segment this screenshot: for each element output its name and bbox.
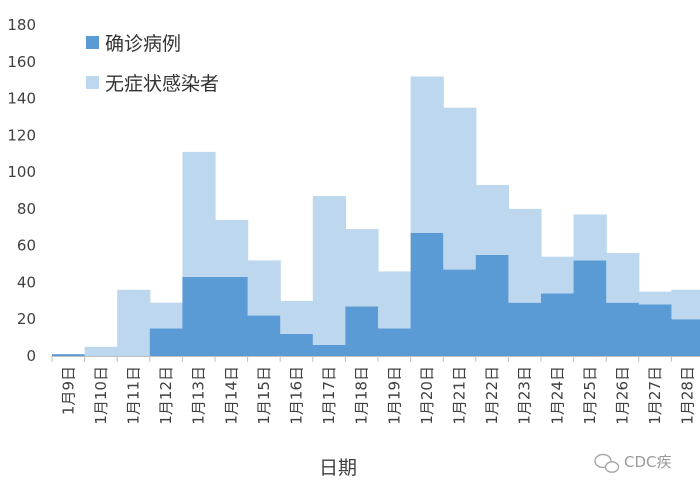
bar-asymptomatic (443, 107, 477, 270)
y-tick-label: 0 (26, 347, 36, 365)
x-tick-label: 1月28日 (679, 366, 697, 425)
legend-swatch-confirmed (86, 36, 99, 49)
y-tick-label: 40 (17, 273, 36, 291)
bar-confirmed (52, 354, 86, 356)
bar-asymptomatic (312, 196, 346, 345)
bar-asymptomatic (280, 300, 314, 334)
bar-confirmed (475, 254, 509, 356)
x-tick-label: 1月14日 (222, 366, 240, 425)
bar-asymptomatic (182, 151, 216, 277)
bar-asymptomatic (117, 289, 151, 356)
bar-confirmed (182, 276, 216, 356)
watermark-text: CDC疾 (624, 453, 672, 471)
x-tick-label: 1月12日 (157, 366, 175, 425)
bar-confirmed (410, 232, 444, 356)
x-tick-label: 1月10日 (92, 366, 110, 425)
bar-asymptomatic (410, 76, 444, 233)
y-tick-label: 140 (7, 90, 36, 108)
bar-asymptomatic (149, 302, 183, 329)
bar-confirmed (508, 302, 542, 356)
y-tick-label: 60 (17, 237, 36, 255)
bar-asymptomatic (508, 208, 542, 303)
y-tick-label: 100 (7, 163, 36, 181)
bar-confirmed (312, 344, 346, 356)
x-tick-label: 1月23日 (516, 366, 534, 425)
bars (52, 76, 700, 356)
y-tick-label: 80 (17, 200, 36, 218)
x-tick-label: 1月21日 (451, 366, 469, 425)
y-tick-label: 20 (17, 310, 36, 328)
bar-confirmed (443, 269, 477, 356)
bar-asymptomatic (671, 289, 700, 320)
legend-label-asymptomatic: 无症状感染者 (105, 73, 219, 95)
x-axis: 1月9日 1月10日 1月11日 1月12日 1月13日 1月14日 1月15日 1月16日 1… (51, 356, 700, 425)
bar-asymptomatic (606, 253, 640, 303)
bar-confirmed (541, 293, 575, 356)
legend-swatch-asymptomatic (86, 76, 99, 89)
y-tick-label: 160 (7, 53, 36, 71)
x-tick-label: 1月24日 (548, 366, 566, 425)
x-tick-label: 1月13日 (190, 366, 208, 425)
y-axis: 0 20 40 60 80 100 120 140 160 180 (7, 16, 36, 365)
x-tick-label: 1月15日 (255, 366, 273, 425)
y-tick-label: 120 (7, 126, 36, 144)
bar-confirmed (149, 328, 183, 356)
bar-asymptomatic (345, 229, 379, 307)
bar-confirmed (345, 306, 379, 356)
x-tick-label: 1月16日 (288, 366, 306, 425)
bar-confirmed (671, 319, 700, 356)
bar-confirmed (247, 315, 281, 356)
x-axis-title: 日期 (319, 457, 357, 479)
x-tick-label: 1月19日 (385, 366, 403, 425)
bar-asymptomatic (247, 260, 281, 316)
y-tick-label: 180 (7, 16, 36, 34)
x-tick-label: 1月22日 (483, 366, 501, 425)
legend: 确诊病例 无症状感染者 (86, 33, 219, 95)
x-tick-label: 1月20日 (418, 366, 436, 425)
bar-confirmed (638, 304, 672, 356)
bar-confirmed (280, 333, 314, 356)
bar-confirmed (378, 328, 412, 356)
bar-asymptomatic (475, 184, 509, 255)
bar-asymptomatic (215, 219, 249, 277)
watermark: CDC疾 (594, 453, 672, 473)
x-tick-label: 1月27日 (646, 366, 664, 425)
x-tick-label: 1月18日 (353, 366, 371, 425)
x-tick-label: 1月26日 (614, 366, 632, 425)
bar-confirmed (606, 302, 640, 356)
bar-confirmed (215, 276, 249, 356)
x-tick-label: 1月9日 (59, 366, 77, 415)
x-tick-label: 1月17日 (320, 366, 338, 425)
legend-label-confirmed: 确诊病例 (105, 33, 181, 55)
bar-asymptomatic (378, 271, 412, 329)
bar-asymptomatic (541, 256, 575, 294)
bar-asymptomatic (573, 214, 607, 261)
bar-asymptomatic (84, 346, 118, 356)
bar-asymptomatic (638, 291, 672, 305)
x-tick-label: 1月11日 (125, 366, 143, 425)
wechat-icon (594, 453, 620, 473)
bar-confirmed (573, 260, 607, 356)
x-tick-label: 1月25日 (581, 366, 599, 425)
